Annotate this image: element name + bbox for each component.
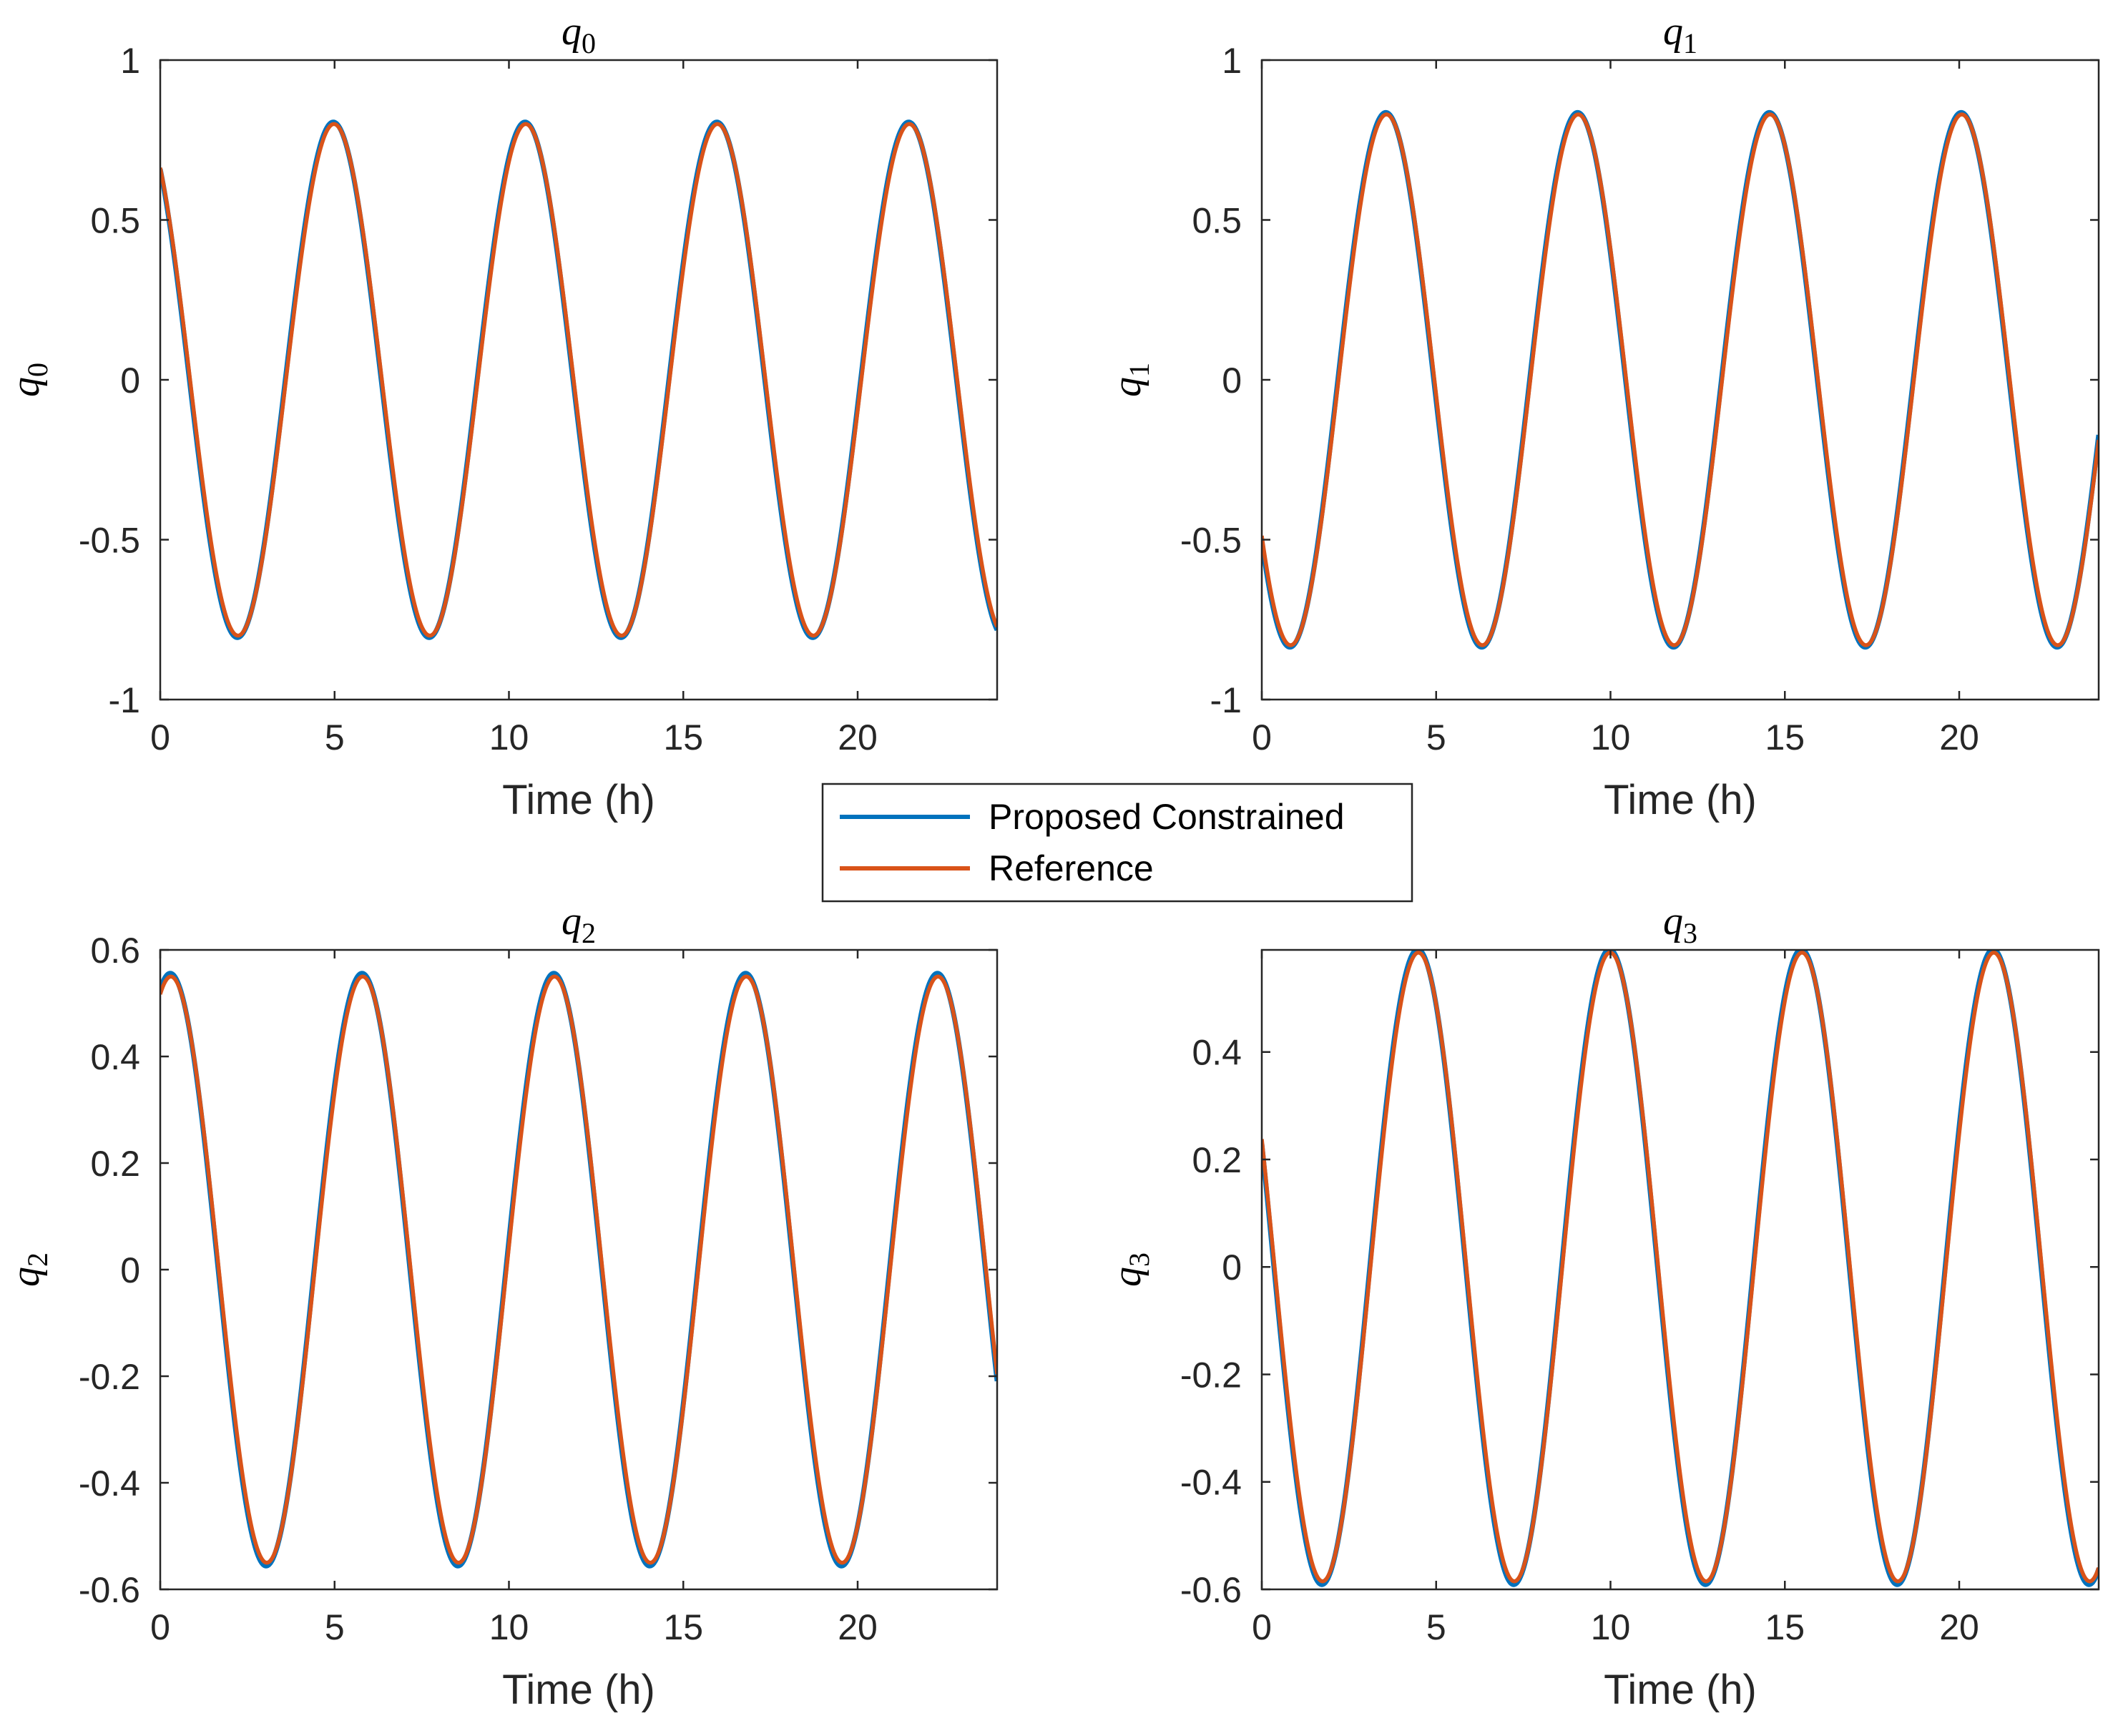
- y-axis-label-base: q: [1105, 1267, 1149, 1287]
- legend-label: Proposed Constrained: [989, 797, 1345, 837]
- x-axis-label: Time (h): [502, 777, 655, 823]
- y-axis-label-base: q: [4, 377, 48, 397]
- series-reference: [160, 122, 997, 638]
- legend-box: [821, 783, 1413, 903]
- x-tick-label: 20: [1939, 717, 1979, 757]
- panel-title-base: q: [1663, 9, 1683, 54]
- y-tick-label: 0.5: [90, 201, 140, 241]
- panel-title-sub: 3: [1683, 917, 1697, 949]
- x-tick-label: 20: [1939, 1607, 1979, 1647]
- x-axis-label: Time (h): [1604, 1667, 1757, 1713]
- y-tick-label: -0.5: [79, 521, 140, 561]
- y-tick-label: 1: [120, 41, 140, 81]
- y-tick-label: -0.4: [79, 1463, 140, 1504]
- panel-title: q1: [1663, 9, 1697, 59]
- y-axis-label: q2: [4, 1252, 54, 1287]
- y-tick-label: 1: [1222, 41, 1242, 81]
- y-tick-label: 0.2: [1192, 1140, 1242, 1180]
- x-tick-label: 0: [150, 717, 170, 757]
- x-tick-label: 10: [489, 717, 529, 757]
- y-axis-label-sub: 2: [21, 1252, 54, 1267]
- panel-title: q0: [562, 9, 596, 59]
- y-tick-label: -0.4: [1180, 1463, 1242, 1503]
- panel-title-base: q: [562, 9, 582, 54]
- panel-title-sub: 2: [582, 917, 596, 949]
- x-tick-label: 0: [150, 1607, 170, 1647]
- y-tick-label: 0: [1222, 1247, 1242, 1288]
- legend-label: Reference: [989, 848, 1154, 888]
- y-tick-label: 0.6: [90, 931, 140, 971]
- y-tick-label: 0.4: [1192, 1033, 1242, 1073]
- x-tick-label: 20: [838, 1607, 878, 1647]
- x-tick-label: 15: [1765, 1607, 1805, 1647]
- y-axis-label-base: q: [4, 1267, 48, 1287]
- x-tick-label: 0: [1252, 1607, 1272, 1647]
- axes-box: [1260, 948, 2100, 1591]
- panel-title-base: q: [562, 899, 582, 943]
- y-axis-label: q0: [4, 363, 54, 397]
- y-tick-label: 0: [1222, 361, 1242, 401]
- x-axis-label: Time (h): [1604, 777, 1757, 823]
- panel-title: q3: [1663, 899, 1697, 949]
- panel-title-sub: 1: [1683, 27, 1697, 59]
- y-tick-label: -1: [1210, 680, 1242, 720]
- plot-area: [1262, 60, 2099, 700]
- x-tick-label: 20: [838, 717, 878, 757]
- y-tick-label: 0.2: [90, 1144, 140, 1184]
- y-tick-label: -0.6: [1180, 1570, 1242, 1610]
- x-tick-label: 10: [489, 1607, 529, 1647]
- panel-title: q2: [562, 899, 596, 949]
- x-tick-label: 0: [1252, 717, 1272, 757]
- y-tick-label: 0.4: [90, 1037, 140, 1077]
- x-tick-label: 5: [1426, 717, 1446, 757]
- x-tick-label: 10: [1591, 717, 1631, 757]
- x-tick-label: 5: [1426, 1607, 1446, 1647]
- y-tick-label: -0.6: [79, 1570, 140, 1610]
- panel-title-base: q: [1663, 899, 1683, 943]
- panel-title-sub: 0: [582, 27, 596, 59]
- y-tick-label: 0.5: [1192, 201, 1242, 241]
- plot-area: [160, 60, 997, 700]
- y-axis-label: q3: [1105, 1252, 1155, 1287]
- x-tick-label: 15: [663, 717, 703, 757]
- series-reference: [1262, 951, 2099, 1584]
- x-tick-label: 15: [663, 1607, 703, 1647]
- y-axis-label-sub: 3: [1123, 1252, 1155, 1267]
- y-tick-label: -0.2: [1180, 1355, 1242, 1395]
- y-tick-label: 0: [120, 361, 140, 401]
- series-reference: [160, 974, 997, 1565]
- x-tick-label: 15: [1765, 717, 1805, 757]
- x-axis-label: Time (h): [502, 1667, 655, 1713]
- legend: Proposed Constrained Reference: [821, 783, 1413, 903]
- series-reference: [1262, 112, 2099, 647]
- y-tick-label: -0.2: [79, 1357, 140, 1397]
- y-tick-label: -1: [109, 680, 140, 720]
- x-tick-label: 10: [1591, 1607, 1631, 1647]
- y-tick-label: -0.5: [1180, 521, 1242, 561]
- y-axis-label-base: q: [1105, 377, 1149, 397]
- y-axis-label: q1: [1105, 363, 1155, 397]
- x-tick-label: 5: [325, 717, 345, 757]
- y-axis-label-sub: 0: [21, 363, 54, 377]
- y-tick-label: 0: [120, 1250, 140, 1290]
- x-tick-label: 5: [325, 1607, 345, 1647]
- y-axis-label-sub: 1: [1123, 363, 1155, 377]
